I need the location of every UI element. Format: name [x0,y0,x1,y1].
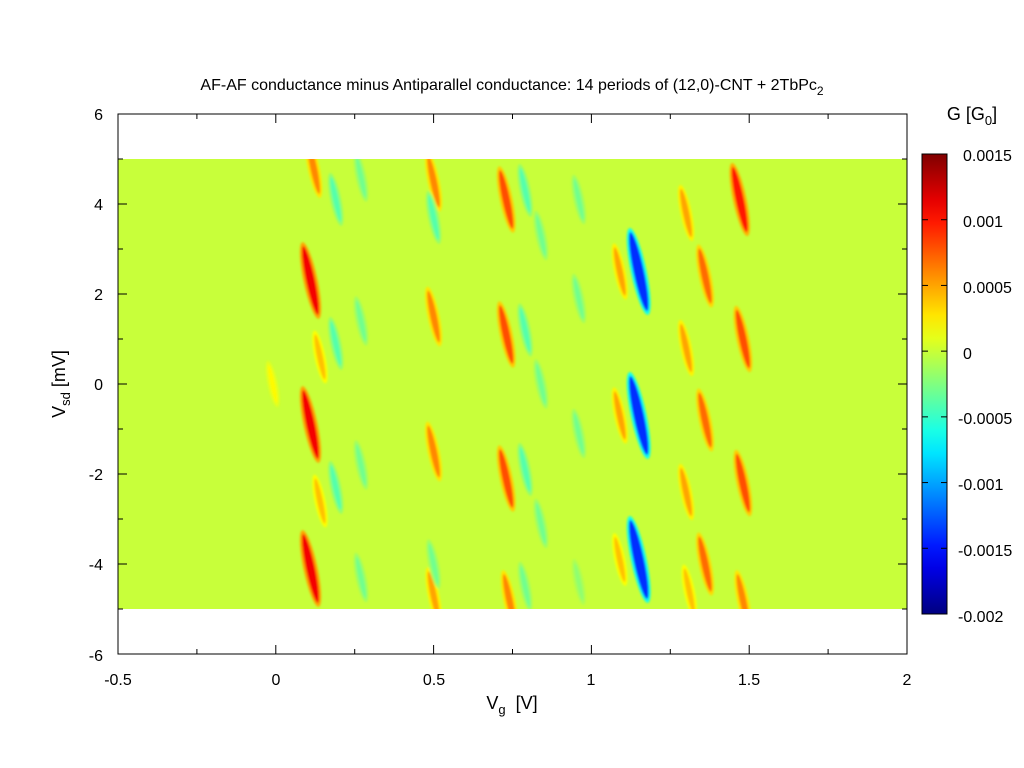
heatmap-streak [498,305,514,364]
x-tick-labels: -0.5 0 0.5 1 1.5 2 [104,672,911,689]
y-tick-label: 4 [94,197,103,214]
colorbar-tick-label: 0.0015 [963,148,1012,165]
heatmap-streak [698,392,712,448]
colorbar-label: G [G0] [947,104,997,128]
heatmap-streak [428,195,440,240]
heatmap-streak [427,425,441,478]
heatmap-streak [267,364,278,404]
heatmap-streak [680,467,693,517]
heatmap-streak [519,447,531,492]
heatmap-streak [735,453,751,513]
heatmap-streak [330,177,342,222]
y-axis-label-main: V [49,406,69,418]
x-tick-label: -0.5 [104,672,132,689]
heatmap-streak [736,574,750,609]
colorbar-tick-label: 0 [963,346,972,363]
colorbar-label-sub: 0 [985,113,992,128]
y-tick-label: -4 [89,557,103,574]
heatmap-streak [574,562,584,602]
axis-tick-marks [117,113,908,655]
colorbar-tick-label: 0.0005 [963,280,1012,297]
heatmap-streak [613,247,626,296]
colorbar-tick-label: -0.001 [958,477,1003,494]
heatmap-streaks [265,159,753,609]
y-tick-label: 6 [94,107,103,124]
colorbar [921,153,948,615]
heatmap-streak [628,376,649,455]
y-axis-label: Vsd [mV] [49,350,73,418]
heatmap-streak [613,391,626,440]
x-tick-label: 1.5 [738,672,760,689]
x-axis-label: Vg [V] [486,693,537,717]
heatmap-streak [628,232,649,311]
heatmap-streak [307,159,321,194]
x-tick-label: 1 [587,672,596,689]
heatmap-streak [573,178,584,221]
x-tick-label: 2 [903,672,912,689]
heatmap-background [118,159,907,609]
heatmap-streak [314,334,326,380]
heatmap-streak [519,565,531,608]
heatmap-streak [498,170,514,229]
heatmap-streak [573,412,584,455]
y-axis-label-sub: sd [58,392,73,406]
colorbar-tick-label: 0.001 [963,214,1003,231]
heatmap-streak [355,159,367,198]
y-tick-label: -6 [89,648,103,665]
y-tick-label: 2 [94,287,103,304]
heatmap-streak [535,363,547,405]
heatmap-streak [731,166,748,233]
heatmap-streak [355,556,367,599]
heatmap-streak [573,277,584,320]
heatmap-streak [355,300,367,342]
heatmap-streak [427,159,441,208]
colorbar-label-main: G [G [947,104,985,124]
heatmap-streak [428,543,439,585]
x-axis-label-main: V [486,693,498,713]
plot-frame [117,113,908,655]
x-tick-label: 0.5 [423,672,445,689]
colorbar-ticks [922,153,947,615]
y-axis-label-unit: [mV] [49,350,69,392]
heatmap-streak [519,307,531,353]
chart-title-subscript: 2 [817,84,824,98]
heatmap-streak [683,568,695,609]
heatmap-streak [698,248,712,304]
colorbar-label-end: ] [992,104,997,124]
heatmap-streak [535,214,547,257]
chart-title: AF-AF conductance minus Antiparallel con… [200,77,823,98]
colorbar-tick-label: -0.0005 [958,411,1012,428]
heatmap-streak [301,390,320,459]
heatmap-streak [301,246,320,315]
heatmap-streak [314,478,326,524]
heatmap-streak [735,309,751,369]
x-tick-label: 0 [272,672,281,689]
heatmap-streak [301,534,320,603]
heatmap-streak [698,536,712,592]
colorbar-tick-labels: 0.0015 0.001 0.0005 0 -0.0005 -0.001 -0.… [958,148,1012,626]
heatmap-streak [519,168,531,213]
chart-title-main: AF-AF conductance minus Antiparallel con… [200,77,816,94]
x-axis-label-unit: [V] [506,693,538,713]
heatmap-streak [614,537,626,582]
y-tick-labels: 6 4 2 0 -2 -4 -6 [89,107,103,665]
colorbar-tick-label: -0.002 [958,609,1003,626]
heatmap-streak [680,323,693,373]
heatmap-streak [502,574,516,609]
heatmap-streak [535,502,547,545]
heatmap-streak [680,188,693,238]
colorbar-tick-label: -0.0015 [958,543,1012,560]
y-tick-label: -2 [89,467,103,484]
heatmap-streak [628,520,649,599]
heatmap-streak [330,321,342,366]
heatmap-streak [355,444,367,486]
heatmap-streak [330,465,342,510]
heatmap-streak [427,290,441,343]
heatmap-streak [498,449,514,508]
x-axis-label-sub: g [498,702,505,717]
y-tick-label: 0 [94,377,103,394]
heatmap-streak [427,571,440,609]
